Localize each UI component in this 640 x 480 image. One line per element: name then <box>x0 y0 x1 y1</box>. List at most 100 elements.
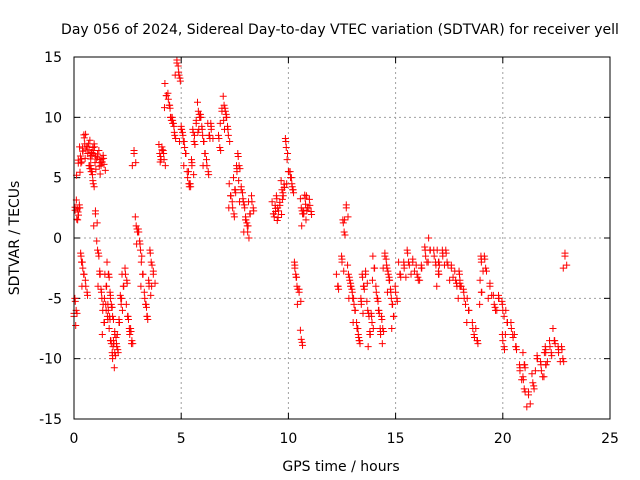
data-point <box>537 367 545 375</box>
y-tick-label: 0 <box>53 231 62 247</box>
data-point <box>94 249 102 257</box>
data-point <box>177 122 185 130</box>
data-point <box>194 128 202 136</box>
data-point <box>175 71 183 79</box>
data-point <box>217 147 225 155</box>
data-point <box>121 264 129 272</box>
data-point <box>491 303 499 311</box>
data-point <box>140 288 148 296</box>
data-point <box>275 207 283 215</box>
data-point <box>543 358 551 366</box>
data-point <box>301 191 309 199</box>
data-point <box>190 131 198 139</box>
data-point <box>443 258 451 266</box>
y-tick-labels: -15 -10 -5 0 5 10 15 <box>39 50 62 428</box>
data-point <box>134 225 142 233</box>
x-axis-label: GPS time / hours <box>282 459 399 475</box>
data-points <box>70 56 571 411</box>
y-tick-label: -10 <box>39 352 62 368</box>
data-point <box>364 306 372 314</box>
data-point <box>76 152 84 160</box>
data-point <box>529 379 537 387</box>
data-point <box>137 282 145 290</box>
data-point <box>88 148 96 156</box>
data-point <box>73 309 81 317</box>
data-point <box>174 62 182 70</box>
data-point <box>563 261 571 269</box>
data-point <box>369 252 377 260</box>
data-point <box>510 331 518 339</box>
data-point <box>115 315 123 323</box>
data-point <box>430 252 438 260</box>
data-point <box>512 343 520 351</box>
data-point <box>290 258 298 266</box>
data-point <box>360 282 368 290</box>
data-point <box>107 300 115 308</box>
data-point <box>99 151 107 159</box>
data-point <box>483 267 491 275</box>
data-point <box>128 337 136 345</box>
data-point <box>105 325 113 332</box>
data-point <box>433 282 441 290</box>
data-point <box>384 267 392 275</box>
data-point <box>102 306 110 314</box>
data-point <box>202 156 210 164</box>
data-point <box>245 234 253 242</box>
data-point <box>456 276 464 284</box>
data-point <box>147 291 155 299</box>
data-point <box>231 186 239 194</box>
data-point <box>118 294 126 302</box>
data-point <box>559 355 567 363</box>
data-point <box>507 318 515 326</box>
data-point <box>540 373 548 381</box>
data-point <box>277 177 285 185</box>
data-point <box>551 337 559 345</box>
data-point <box>298 338 306 346</box>
data-point <box>178 128 186 136</box>
data-point <box>160 156 168 164</box>
data-point <box>98 331 106 339</box>
data-point <box>390 312 398 320</box>
data-point <box>435 258 443 266</box>
data-point <box>93 219 101 227</box>
data-point <box>476 276 484 284</box>
data-point <box>380 328 388 336</box>
data-point <box>502 306 510 314</box>
data-point <box>344 261 352 269</box>
data-point <box>541 343 549 351</box>
data-point <box>498 297 506 305</box>
data-point <box>226 137 234 145</box>
data-point <box>482 264 490 272</box>
data-point <box>149 267 157 275</box>
y-tick-label: 10 <box>44 110 62 126</box>
plot-grid <box>74 57 610 419</box>
data-point <box>298 222 306 230</box>
data-point <box>237 183 245 191</box>
data-point <box>94 282 102 290</box>
data-point <box>116 291 124 299</box>
data-point <box>248 192 256 200</box>
data-point <box>216 119 224 127</box>
data-point <box>368 276 376 284</box>
data-point <box>240 201 248 209</box>
data-point <box>561 249 569 257</box>
data-point <box>284 150 292 158</box>
data-point <box>198 122 206 130</box>
data-point <box>297 335 305 343</box>
data-point <box>486 279 494 287</box>
data-point <box>484 294 492 302</box>
data-point <box>165 101 173 109</box>
data-point <box>224 131 232 139</box>
data-point <box>190 137 198 145</box>
data-point <box>388 325 396 332</box>
data-point <box>292 270 300 278</box>
data-point <box>296 326 304 334</box>
data-point <box>366 328 374 336</box>
data-point <box>161 162 169 170</box>
data-point <box>363 297 371 305</box>
data-point <box>148 261 156 269</box>
data-point <box>156 158 164 166</box>
data-point <box>402 273 410 281</box>
data-point <box>207 119 215 127</box>
data-point <box>243 219 251 227</box>
